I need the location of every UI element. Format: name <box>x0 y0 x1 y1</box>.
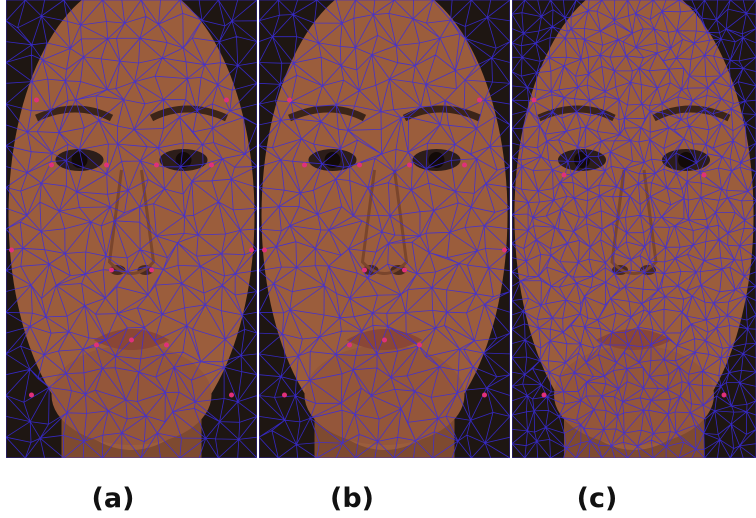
landmark <box>104 163 109 168</box>
landmark <box>362 268 367 273</box>
landmark <box>402 268 407 273</box>
landmark <box>477 98 482 103</box>
landmark <box>382 338 387 343</box>
landmark <box>249 248 254 253</box>
landmark <box>262 248 267 253</box>
landmark <box>229 393 234 398</box>
landmark <box>357 163 362 168</box>
panel-label: (c) <box>577 483 618 514</box>
iris <box>574 152 590 168</box>
landmark <box>49 163 54 168</box>
landmark <box>94 343 99 348</box>
figure: (a) (b) (c) <box>0 0 756 518</box>
landmark <box>702 173 707 178</box>
page: (a) (b) (c) (() => { const data = JSON.p… <box>0 0 756 518</box>
landmark <box>282 393 287 398</box>
landmark <box>149 268 154 273</box>
landmark <box>302 163 307 168</box>
chin <box>305 345 465 445</box>
landmark <box>347 343 352 348</box>
landmark <box>154 163 159 168</box>
landmark <box>562 173 567 178</box>
landmark <box>224 98 229 103</box>
face-panel <box>259 0 510 460</box>
face-panel <box>512 0 756 460</box>
panel-label: (b) <box>330 483 374 514</box>
panel-label: (a) <box>92 483 135 514</box>
landmark <box>9 248 14 253</box>
landmark <box>542 393 547 398</box>
landmark <box>482 393 487 398</box>
landmark <box>417 343 422 348</box>
landmark <box>164 343 169 348</box>
landmark <box>722 393 727 398</box>
landmark <box>532 98 537 103</box>
landmark <box>109 268 114 273</box>
landmark <box>34 98 39 103</box>
face-panel <box>6 0 257 460</box>
landmark <box>407 163 412 168</box>
landmark <box>287 98 292 103</box>
landmark <box>462 163 467 168</box>
landmark <box>29 393 34 398</box>
landmark <box>502 248 507 253</box>
landmark <box>129 338 134 343</box>
landmark <box>209 163 214 168</box>
